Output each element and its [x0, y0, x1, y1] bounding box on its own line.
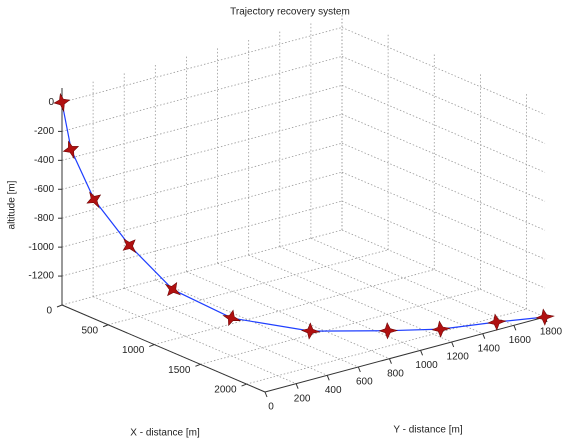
aircraft-marker — [62, 140, 80, 160]
aircraft-marker — [53, 92, 71, 113]
y-tick — [357, 366, 361, 373]
x-tick-label: 0 — [46, 306, 52, 317]
y-tick-label: 1600 — [509, 335, 532, 346]
aircraft-marker — [431, 320, 451, 338]
z-tick-label: -1200 — [28, 271, 54, 282]
grid-line — [61, 113, 343, 190]
x-tick — [56, 304, 63, 308]
y-axis-label: Y - distance [m] — [393, 425, 463, 436]
grid-line — [186, 271, 390, 360]
grid-line — [108, 249, 389, 326]
x-tick-label: 1000 — [122, 345, 145, 356]
axis-line — [61, 304, 266, 393]
y-tick-label: 1800 — [540, 327, 563, 338]
y-tick-label: 1400 — [478, 343, 501, 354]
x-tick-label: 500 — [81, 325, 98, 336]
y-tick-label: 1000 — [415, 360, 438, 371]
grid-line — [279, 246, 483, 335]
grid-line — [246, 308, 527, 385]
grid-line — [61, 84, 343, 161]
y-tick-label: 0 — [268, 402, 274, 413]
grid-line — [341, 142, 546, 231]
y-tick — [388, 358, 392, 364]
grid-line — [154, 269, 435, 345]
grid-line — [341, 200, 546, 289]
x-tick — [241, 383, 247, 387]
aircraft-marker — [222, 309, 242, 327]
aircraft-marker — [165, 282, 182, 297]
y-tick — [513, 325, 517, 331]
aircraft-marker — [300, 322, 321, 340]
y-tick — [451, 341, 455, 348]
x-axis-label: X - distance [m] — [130, 428, 200, 439]
grid-line — [341, 171, 546, 260]
aircraft-marker — [487, 313, 507, 331]
grid-line — [310, 237, 515, 326]
y-tick-label: 800 — [387, 368, 404, 379]
aircraft-marker — [86, 191, 102, 209]
y-tick-label: 1200 — [447, 352, 470, 363]
x-tick — [195, 363, 201, 367]
grid-line — [61, 200, 343, 277]
x-tick — [102, 324, 109, 328]
grid-line — [341, 27, 546, 115]
aircraft-marker — [535, 308, 555, 326]
z-axis-label: altitude [m] — [7, 180, 18, 229]
z-tick-label: -800 — [34, 213, 54, 224]
grid-line — [341, 113, 546, 202]
grid-line — [200, 288, 481, 365]
z-tick-label: -600 — [34, 184, 54, 195]
y-tick-label: 400 — [325, 385, 342, 396]
grid-line — [341, 229, 546, 318]
y-tick — [326, 375, 330, 381]
z-tick-label: -200 — [34, 126, 54, 137]
grid-line — [61, 142, 343, 219]
grid-line — [155, 279, 359, 368]
x-tick — [149, 344, 155, 348]
grid-line — [124, 287, 328, 376]
grid-line — [248, 254, 452, 343]
y-tick — [295, 383, 299, 389]
x-tick-label: 2000 — [214, 385, 237, 396]
chart-title: Trajectory recovery system — [230, 7, 350, 18]
grid-line — [341, 56, 546, 144]
aircraft-marker — [378, 322, 399, 340]
trajectory-line — [61, 102, 546, 332]
z-tick-label: -400 — [34, 155, 54, 166]
y-tick-label: 200 — [294, 393, 311, 404]
y-tick-label: 600 — [356, 377, 373, 388]
z-tick-label: -1000 — [28, 242, 54, 253]
grid-line — [341, 84, 546, 173]
grid-line — [92, 296, 297, 385]
y-tick — [264, 391, 268, 398]
axis-line — [264, 316, 546, 393]
grid-line — [217, 262, 421, 351]
x-tick-label: 1500 — [168, 365, 191, 376]
y-tick — [420, 350, 424, 356]
grid-line — [61, 27, 343, 103]
grid-line — [61, 56, 343, 132]
grid-line — [61, 229, 343, 306]
y-tick — [482, 333, 486, 339]
grid-line — [61, 171, 343, 248]
z-tick-label: 0 — [48, 97, 54, 108]
aircraft-marker — [122, 238, 137, 254]
